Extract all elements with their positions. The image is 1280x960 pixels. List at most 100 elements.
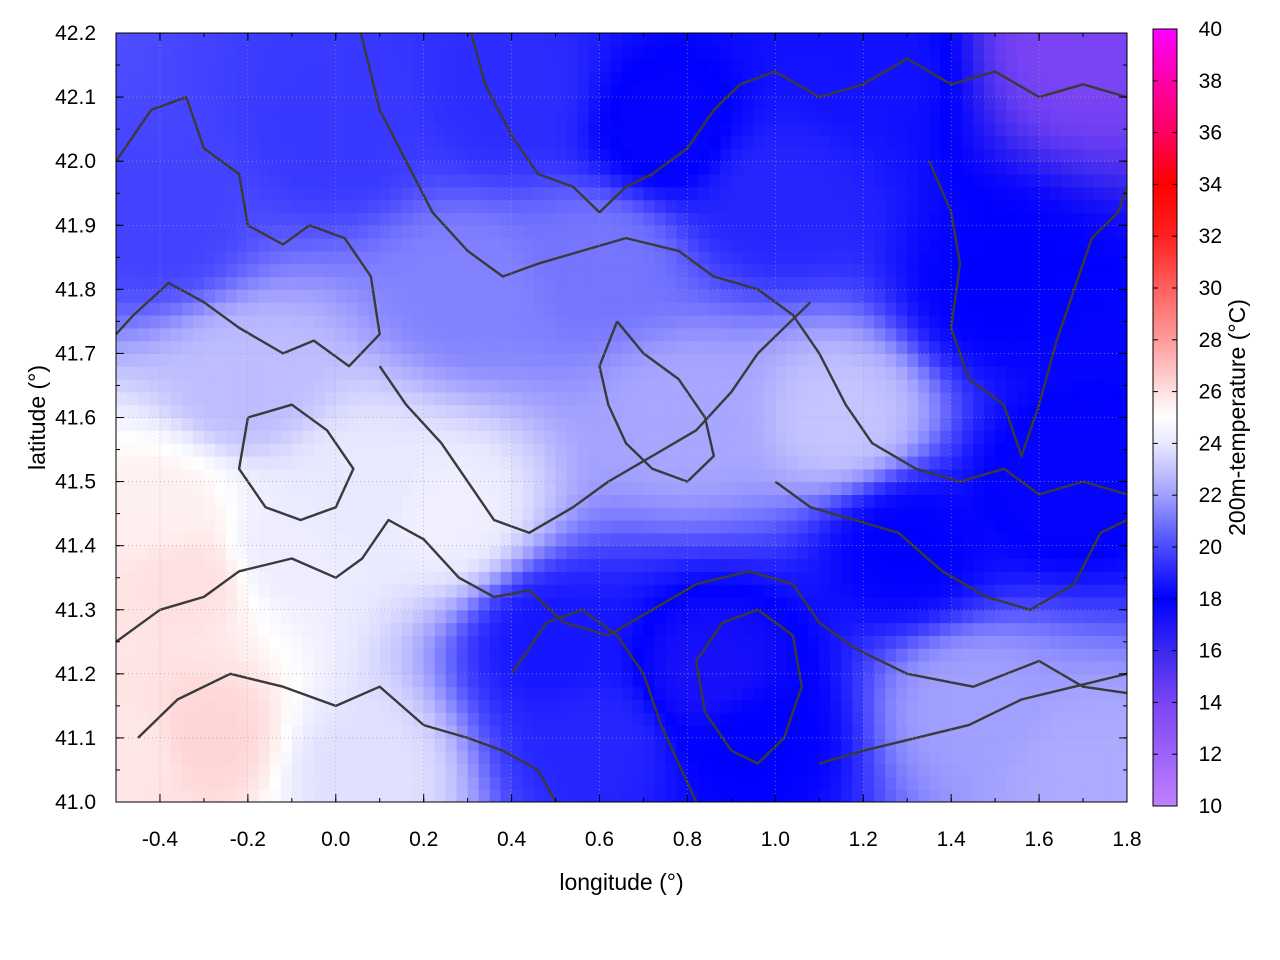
heatmap-cell (918, 33, 930, 47)
heatmap-cell (434, 686, 447, 701)
heatmap-cell (181, 648, 194, 662)
heatmap-cell (940, 596, 952, 611)
heatmap-cell (951, 353, 963, 367)
heatmap-cell (489, 468, 502, 483)
heatmap-cell (929, 314, 941, 329)
heatmap-cell (929, 737, 941, 752)
heatmap-cell (203, 430, 216, 444)
heatmap-cell (379, 186, 392, 201)
heatmap-cell (731, 699, 743, 713)
heatmap-cell (973, 391, 985, 406)
heatmap-cell (137, 481, 150, 495)
heatmap-cell (643, 250, 656, 265)
heatmap-cell (445, 596, 458, 611)
heatmap-cell (566, 545, 579, 560)
heatmap-cell (478, 648, 491, 662)
heatmap-cell (863, 571, 875, 585)
heatmap-cell (841, 302, 853, 316)
heatmap-cell (148, 699, 161, 713)
heatmap-cell (324, 404, 337, 419)
heatmap-cell (302, 84, 315, 98)
heatmap-cell (544, 263, 557, 278)
heatmap-cell (137, 673, 150, 688)
heatmap-cell (126, 532, 139, 547)
heatmap-cell (610, 238, 623, 252)
heatmap-cell (566, 686, 579, 701)
heatmap-cell (137, 712, 150, 726)
heatmap-cell (654, 648, 667, 662)
heatmap-cell (181, 584, 194, 598)
heatmap-cell (929, 199, 941, 214)
heatmap-cell (775, 173, 787, 188)
heatmap-cell (852, 173, 864, 188)
heatmap-cell (170, 494, 183, 508)
heatmap-cell (973, 750, 985, 765)
heatmap-cell (731, 148, 743, 162)
heatmap-cell (654, 622, 667, 636)
heatmap-cell (577, 199, 590, 214)
heatmap-cell (995, 673, 1007, 688)
heatmap-cell (544, 71, 557, 85)
heatmap-cell (181, 481, 194, 495)
heatmap-cell (742, 468, 754, 483)
heatmap-cell (577, 417, 590, 431)
heatmap-cell (247, 596, 260, 611)
heatmap-cell (412, 699, 425, 713)
heatmap-cell (225, 622, 238, 636)
heatmap-cell (214, 661, 227, 675)
heatmap-cell (203, 71, 216, 85)
heatmap-cell (786, 71, 798, 85)
heatmap-cell (566, 430, 579, 444)
heatmap-cell (214, 673, 227, 688)
heatmap-cell (555, 391, 568, 406)
heatmap-cell (940, 468, 952, 483)
heatmap-cell (885, 379, 897, 393)
heatmap-cell (533, 263, 546, 278)
heatmap-cell (203, 391, 216, 406)
heatmap-cell (742, 58, 754, 73)
heatmap-cell (170, 532, 183, 547)
heatmap-cell (291, 648, 304, 662)
heatmap-cell (170, 71, 183, 85)
heatmap-cell (500, 122, 513, 137)
heatmap-cell (973, 97, 985, 111)
heatmap-cell (1017, 545, 1029, 560)
heatmap-cell (819, 507, 831, 521)
heatmap-cell (874, 776, 886, 790)
heatmap-cell (775, 276, 787, 290)
heatmap-cell (467, 520, 480, 534)
heatmap-cell (973, 71, 985, 85)
heatmap-cell (786, 173, 798, 188)
heatmap-cell (346, 366, 359, 380)
heatmap-cell (764, 712, 776, 726)
heatmap-cell (852, 596, 864, 611)
heatmap-cell (731, 45, 743, 60)
heatmap-cell (698, 238, 711, 252)
heatmap-cell (467, 789, 480, 802)
heatmap-cell (258, 212, 271, 226)
heatmap-cell (544, 532, 557, 547)
heatmap-cell (929, 507, 941, 521)
heatmap-cell (269, 635, 282, 649)
heatmap-cell (170, 353, 183, 367)
heatmap-cell (929, 250, 941, 265)
heatmap-cell (929, 571, 941, 585)
heatmap-cell (269, 33, 282, 47)
heatmap-cell (423, 622, 436, 636)
heatmap-cell (753, 122, 765, 137)
heatmap-cell (357, 545, 370, 560)
heatmap-cell (874, 635, 886, 649)
heatmap-cell (247, 789, 260, 802)
heatmap-cell (401, 648, 414, 662)
heatmap-cell (885, 507, 897, 521)
heatmap-cell (676, 404, 689, 419)
heatmap-cell (643, 507, 656, 521)
heatmap-cell (577, 122, 590, 137)
heatmap-cell (929, 584, 941, 598)
heatmap-cell (148, 686, 161, 701)
heatmap-cell (214, 302, 227, 316)
heatmap-cell (291, 584, 304, 598)
heatmap-cell (280, 33, 293, 47)
heatmap-cell (214, 596, 227, 611)
heatmap-cell (610, 648, 623, 662)
